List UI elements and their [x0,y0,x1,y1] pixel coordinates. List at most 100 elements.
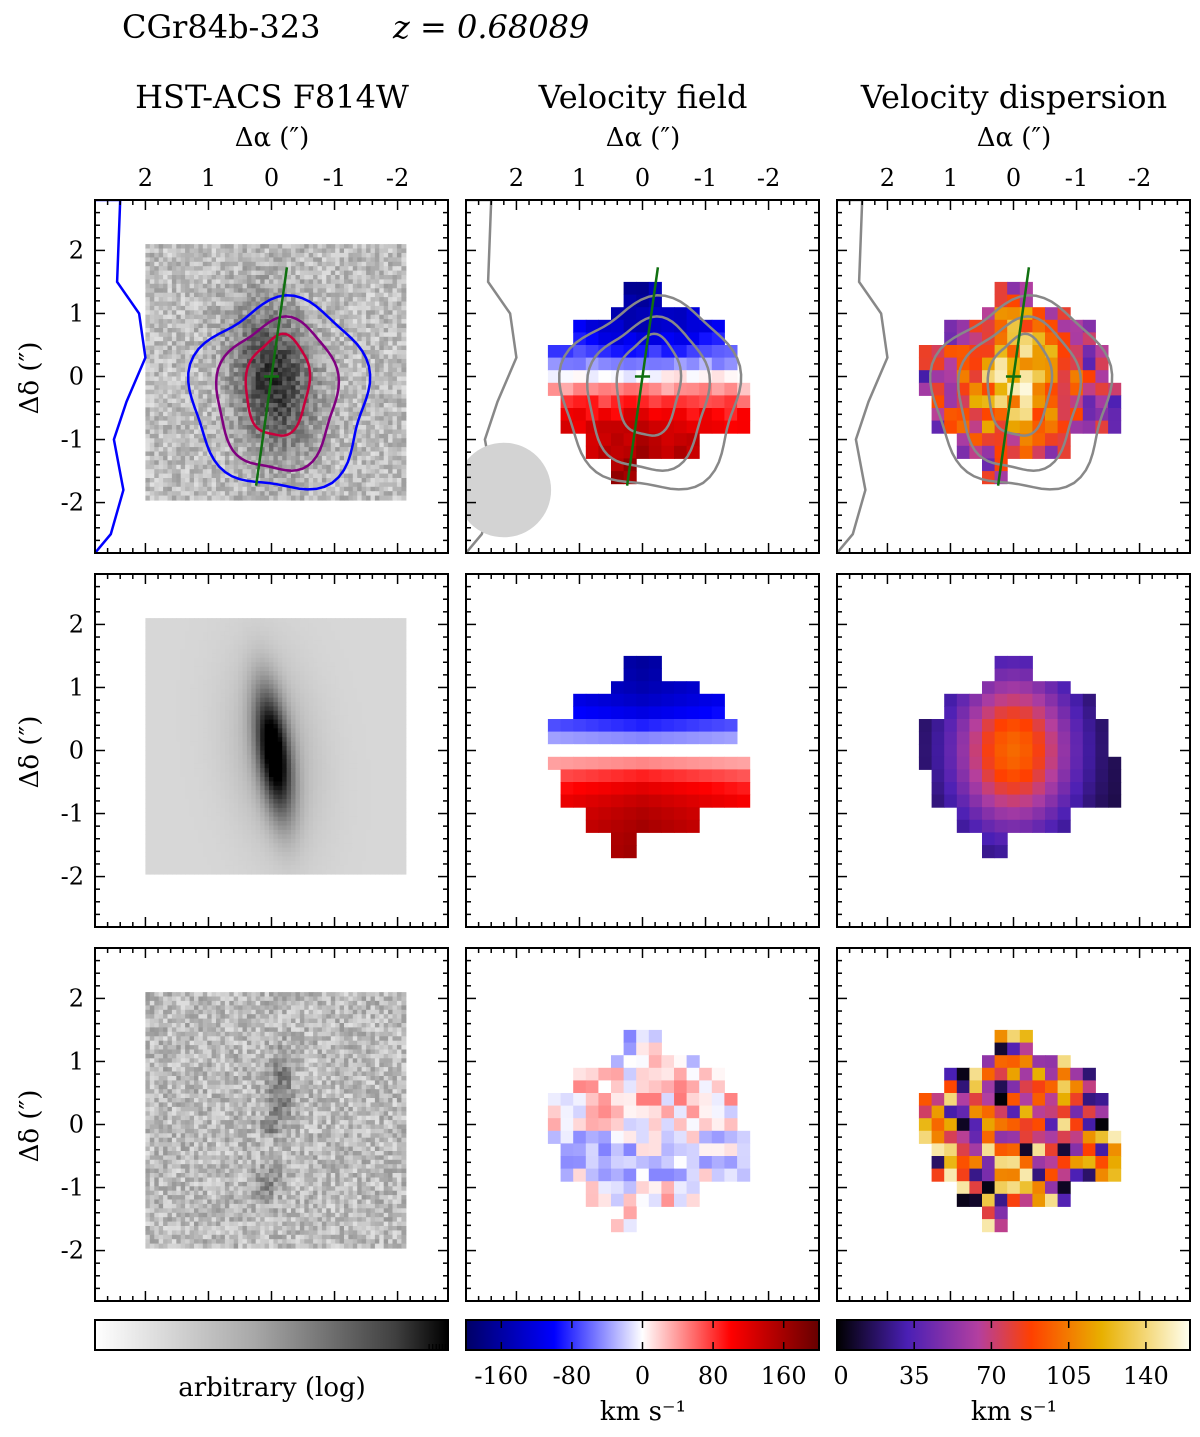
image-pixel [238,403,244,408]
image-pixel [176,367,182,373]
image-pixel [154,662,160,668]
image-pixel [344,666,349,672]
image-pixel [224,403,230,408]
image-pixel [149,451,155,457]
image-pixel [207,657,213,663]
image-pixel [317,618,323,624]
image-pixel [388,464,394,470]
image-pixel [224,693,230,699]
image-pixel [145,275,151,280]
image-pixel [291,328,296,333]
image-pixel [145,416,151,422]
image-pixel [344,478,349,483]
image-pixel [361,301,367,307]
image-pixel [313,640,319,646]
image-pixel [295,706,301,712]
image-pixel [348,706,354,712]
image-pixel [171,618,177,624]
image-pixel [224,244,230,250]
image-pixel [383,420,389,426]
image-pixel [299,372,305,378]
image-pixel [255,319,261,325]
image-pixel [295,438,301,444]
image-pixel [198,385,204,391]
image-pixel [185,697,191,703]
image-pixel [379,433,385,439]
image-pixel [189,345,195,351]
image-pixel [233,336,239,342]
image-pixel [392,270,398,276]
image-pixel [339,460,345,466]
image-pixel [348,495,354,501]
image-pixel [167,486,173,492]
image-pixel [361,447,367,453]
image-pixel [374,385,380,391]
image-pixel [176,693,182,699]
image-pixel [163,622,169,628]
image-pixel [388,486,394,492]
image-pixel [277,464,283,470]
image-pixel [171,244,177,250]
image-pixel [251,442,257,448]
image-pixel [273,305,279,311]
image-pixel [264,724,270,729]
image-pixel [176,666,182,672]
image-pixel [149,363,155,369]
image-pixel [330,631,336,637]
image-pixel [286,283,292,289]
image-pixel [185,728,191,734]
image-pixel [229,279,235,285]
image-pixel [396,372,402,378]
image-pixel [361,455,367,461]
image-pixel [295,394,301,400]
image-pixel [282,270,288,276]
image-pixel [361,270,367,276]
image-pixel [207,662,213,668]
image-pixel [304,702,310,707]
image-pixel [163,314,169,320]
image-pixel [189,411,195,417]
image-pixel [171,478,177,483]
image-pixel [295,314,301,320]
image-pixel [308,728,314,734]
image-pixel [269,350,274,355]
image-pixel [216,257,221,263]
image-pixel [299,719,305,725]
image-pixel [308,420,314,426]
image-pixel [269,328,274,333]
image-pixel [348,323,354,329]
image-pixel [260,478,266,483]
image-pixel [255,657,261,663]
image-pixel [348,618,354,624]
image-pixel [308,257,314,263]
image-pixel [176,631,182,637]
image-pixel [361,376,367,382]
image-pixel [392,336,398,342]
image-pixel [352,354,358,360]
image-pixel [251,688,257,694]
image-pixel [277,323,283,329]
image-pixel [282,367,288,373]
image-pixel [339,684,345,690]
image-pixel [335,416,341,422]
image-pixel [383,482,389,488]
image-pixel [242,697,248,703]
image-pixel [317,473,323,479]
image-pixel [167,433,173,439]
image-pixel [308,394,314,400]
image-pixel [277,706,283,712]
image-pixel [269,618,274,624]
image-pixel [299,464,305,470]
image-pixel [238,657,244,663]
image-pixel [194,244,199,250]
image-pixel [388,478,394,483]
image-pixel [163,684,169,690]
image-pixel [339,662,345,668]
image-pixel [317,429,323,435]
image-pixel [295,684,301,690]
image-pixel [313,389,319,395]
image-pixel [352,244,358,250]
image-pixel [379,244,385,250]
image-pixel [251,389,257,395]
image-pixel [330,491,336,497]
